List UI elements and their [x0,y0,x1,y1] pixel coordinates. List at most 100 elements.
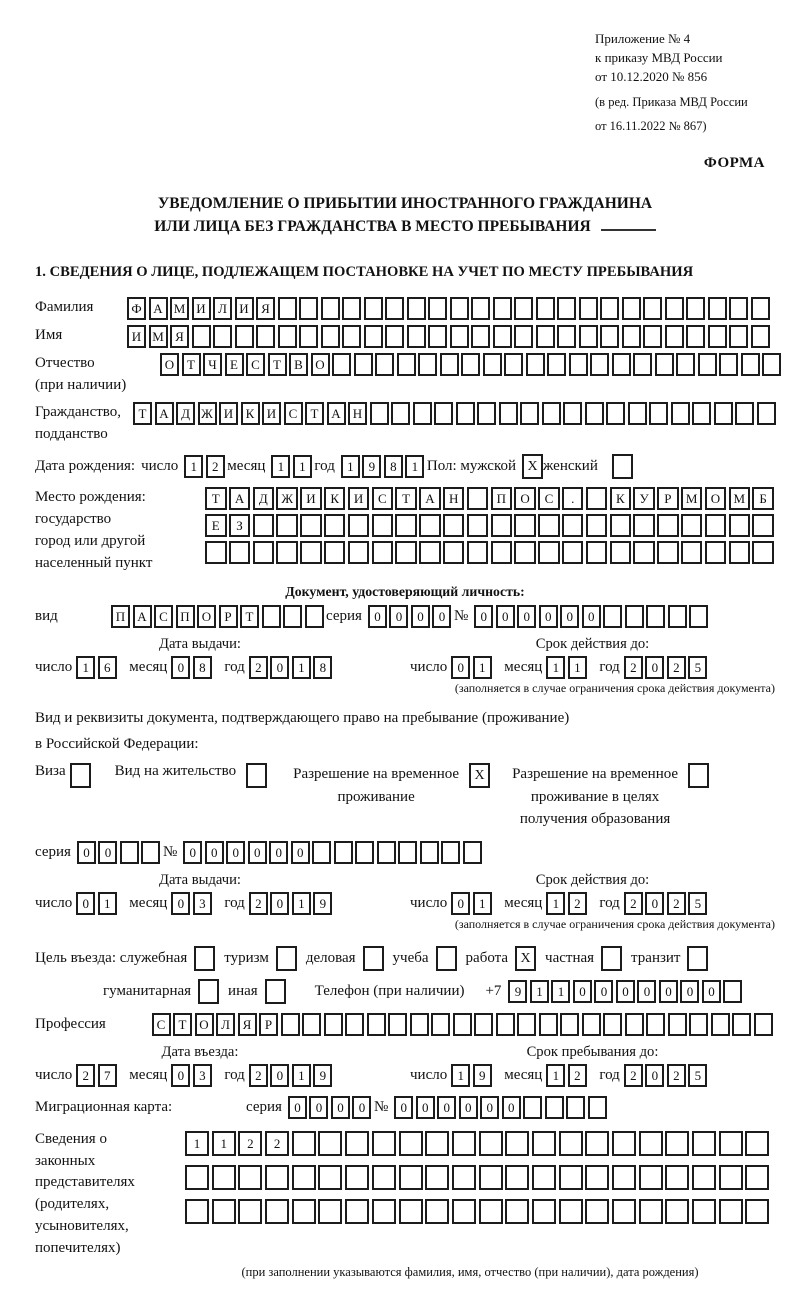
char-cell[interactable] [395,514,417,538]
char-cell[interactable] [385,325,404,349]
char-cell[interactable] [538,541,560,565]
char-cell[interactable]: 2 [76,1063,96,1087]
char-cell[interactable] [753,1012,773,1036]
char-cell[interactable]: 2 [238,1130,263,1156]
char-cell[interactable]: 0 [290,840,310,864]
char-cell[interactable]: 0 [247,840,267,864]
char-cell[interactable]: С [246,353,265,377]
char-cell[interactable] [750,325,770,349]
char-cell[interactable]: П [175,605,195,629]
char-cell[interactable]: О [197,605,216,629]
char-cell[interactable] [185,1198,209,1224]
char-cell[interactable]: И [347,487,370,511]
char-cell[interactable]: 0 [501,1095,521,1119]
char-cell[interactable] [558,1198,583,1224]
char-cell[interactable]: М [728,487,751,511]
char-cell[interactable] [692,1130,717,1156]
char-cell[interactable] [428,325,447,349]
char-cell[interactable]: Н [442,487,465,511]
char-cell[interactable] [707,297,727,321]
char-cell[interactable] [347,541,370,565]
char-cell[interactable] [514,325,533,349]
char-cell[interactable] [566,1095,586,1119]
char-cell[interactable] [366,1012,386,1036]
char-cell[interactable] [578,297,598,321]
char-cell[interactable]: 2 [666,891,686,915]
char-cell[interactable] [667,1012,687,1036]
char-cell[interactable] [756,401,776,425]
representatives-line3-input[interactable] [185,1198,772,1224]
char-cell[interactable] [692,1164,717,1190]
char-cell[interactable]: 0 [183,840,203,864]
char-cell[interactable] [228,541,251,565]
char-cell[interactable]: 1 [211,1130,236,1156]
char-cell[interactable]: 0 [637,979,657,1003]
char-cell[interactable]: Л [216,1012,235,1036]
purpose-official-checkbox[interactable] [194,945,216,971]
char-cell[interactable]: Р [218,605,238,629]
char-cell[interactable] [710,1012,730,1036]
char-cell[interactable]: О [160,353,179,377]
char-cell[interactable]: С [151,1012,171,1036]
char-cell[interactable] [406,297,426,321]
char-cell[interactable] [558,1130,583,1156]
char-cell[interactable] [300,514,322,538]
char-cell[interactable] [398,840,418,864]
char-cell[interactable] [612,1198,636,1224]
purpose-work-checkbox[interactable]: X [515,945,537,971]
char-cell[interactable] [211,1198,236,1224]
char-cell[interactable] [451,1198,476,1224]
char-cell[interactable] [252,514,275,538]
char-cell[interactable]: 1 [291,1063,311,1087]
char-cell[interactable] [638,1198,663,1224]
char-cell[interactable] [302,1012,321,1036]
char-cell[interactable] [633,541,655,565]
char-cell[interactable] [299,297,318,321]
char-cell[interactable] [371,1164,396,1190]
char-cell[interactable]: Д [176,401,195,425]
char-cell[interactable] [558,1164,583,1190]
char-cell[interactable] [418,353,437,377]
char-cell[interactable]: 2 [248,656,268,680]
char-cell[interactable]: 2 [623,891,643,915]
char-cell[interactable] [692,401,711,425]
char-cell[interactable]: 7 [97,1063,117,1087]
char-cell[interactable] [252,541,275,565]
char-cell[interactable] [141,840,161,864]
char-cell[interactable]: 0 [480,1095,500,1119]
char-cell[interactable] [276,514,298,538]
char-cell[interactable] [419,514,441,538]
char-cell[interactable]: Ж [276,487,298,511]
char-cell[interactable]: М [680,487,703,511]
char-cell[interactable] [462,840,482,864]
char-cell[interactable] [398,1164,423,1190]
char-cell[interactable] [600,297,619,321]
char-cell[interactable]: 1 [185,1130,209,1156]
char-cell[interactable] [442,541,465,565]
char-cell[interactable]: 0 [98,840,118,864]
char-cell[interactable] [466,541,489,565]
char-cell[interactable] [391,401,410,425]
char-cell[interactable] [333,840,353,864]
char-cell[interactable] [345,1164,370,1190]
char-cell[interactable] [657,514,679,538]
char-cell[interactable]: Р [259,1012,278,1036]
char-cell[interactable] [363,297,383,321]
char-cell[interactable] [541,401,561,425]
char-cell[interactable]: Е [224,353,244,377]
char-cell[interactable] [649,401,668,425]
char-cell[interactable] [406,325,426,349]
char-cell[interactable] [531,1130,556,1156]
char-cell[interactable] [745,1198,770,1224]
char-cell[interactable] [409,1012,429,1036]
char-cell[interactable]: 2 [666,1063,686,1087]
char-cell[interactable] [584,401,604,425]
char-cell[interactable]: 2 [666,656,686,680]
char-cell[interactable] [561,514,584,538]
char-cell[interactable] [265,1164,290,1190]
char-cell[interactable]: Р [657,487,679,511]
